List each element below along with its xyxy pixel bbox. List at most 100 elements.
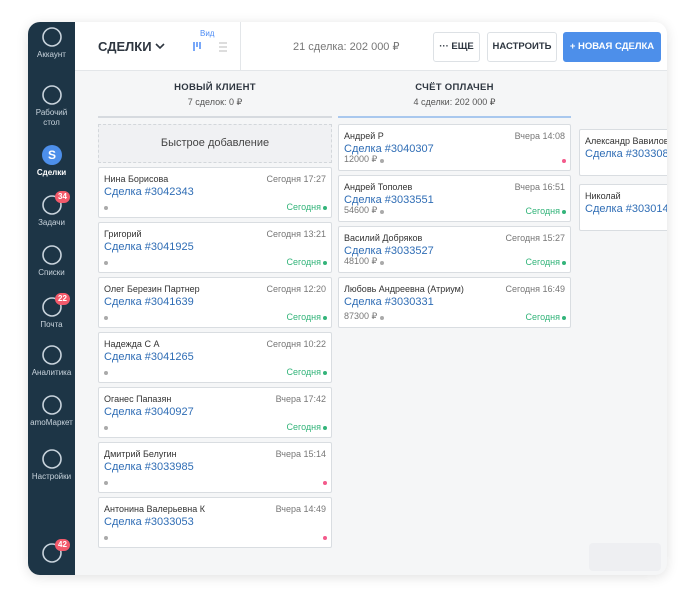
- deal-card[interactable]: Григорий Сегодня 13:21 Сделка #3041925 Сего…: [98, 222, 332, 273]
- deal-link[interactable]: Сделка #3030331: [344, 296, 434, 308]
- time: Вчера 15:14: [275, 449, 326, 459]
- dot: [104, 426, 108, 430]
- status: Сегодня: [286, 367, 322, 377]
- dot: [104, 261, 108, 265]
- contact-name: Андрей Р: [344, 131, 384, 141]
- deal-card[interactable]: Александр Вавилов Сделка #3033081: [579, 129, 667, 176]
- header: СДЕЛКИ Вид 21 сделка: 202 000 ₽ ··· ЕЩЕ Н…: [75, 22, 667, 71]
- deal-card[interactable]: Нина Борисова Сегодня 17:27 Сделка #304234…: [98, 167, 332, 218]
- column-line: [338, 116, 571, 118]
- deal-link[interactable]: Сделка #3041925: [104, 241, 194, 253]
- sidebar-label: Почта: [40, 320, 63, 329]
- contact-name: Александр Вавилов: [585, 136, 667, 146]
- dot: [323, 536, 327, 540]
- icon: [41, 27, 62, 47]
- deal-link[interactable]: Сделка #3033527: [344, 245, 434, 257]
- view-label: Вид: [200, 29, 215, 38]
- time: Сегодня 15:27: [505, 233, 565, 243]
- page-title[interactable]: СДЕЛКИ: [98, 39, 152, 54]
- sidebar-item[interactable]: Списки: [28, 244, 75, 278]
- contact-name: Николай: [585, 191, 621, 201]
- dot: [104, 371, 108, 375]
- button[interactable]: + НОВАЯ СДЕЛКА: [563, 32, 661, 62]
- deal-card[interactable]: Андрей Тополев Вчера 16:51 Сделка #3033551…: [338, 175, 571, 222]
- deal-card[interactable]: Василий Добряков Сегодня 15:27 Сделка #303…: [338, 226, 571, 273]
- sidebar-label: Аккаунт: [37, 50, 66, 59]
- dot: [562, 261, 566, 265]
- column: СЧЁТ ОПЛАЧЕН 4 сделки: 202 000 ₽ Андрей Р В…: [338, 70, 571, 328]
- deal-link[interactable]: Сделка #3041265: [104, 351, 194, 363]
- dot: [323, 426, 327, 430]
- summary: 21 сделка: 202 000 ₽: [293, 41, 400, 53]
- icon: [41, 195, 62, 215]
- button[interactable]: НАСТРОИТЬ: [487, 32, 557, 62]
- deal-link[interactable]: Сделка #3033985: [104, 461, 194, 473]
- status: Сегодня: [286, 202, 322, 212]
- deal-card[interactable]: Олег Березин Партнер Сегодня 12:20 Сделка …: [98, 277, 332, 328]
- button[interactable]: ··· ЕЩЕ: [433, 32, 480, 62]
- contact-name: Нина Борисова: [104, 174, 169, 184]
- dot: [323, 371, 327, 375]
- deal-link[interactable]: Сделка #3030147: [585, 203, 667, 215]
- status: Сегодня: [525, 312, 561, 322]
- contact-name: Любовь Андреевна (Атриум): [344, 284, 464, 294]
- deal-card[interactable]: Надежда С А Сегодня 10:22 Сделка #3041265 С…: [98, 332, 332, 383]
- amount: 48100 ₽: [344, 256, 378, 266]
- sidebar-item[interactable]: Аналитика: [28, 344, 75, 378]
- sidebar-label: amoМаркет: [30, 418, 73, 427]
- icon: S: [41, 145, 62, 165]
- sidebar-item[interactable]: Рабочий стол: [28, 84, 75, 128]
- icon: [41, 449, 62, 469]
- deal-card[interactable]: Николай Сделка #3030147: [579, 184, 667, 231]
- sidebar-item[interactable]: Почта 22: [28, 293, 75, 330]
- dot: [380, 261, 384, 265]
- dot: [104, 206, 108, 210]
- contact-name: Василий Добряков: [344, 233, 423, 243]
- dot: [562, 316, 566, 320]
- dot: [380, 316, 384, 320]
- time: Сегодня 17:27: [266, 174, 326, 184]
- icon: [41, 245, 62, 265]
- chevron[interactable]: [155, 42, 165, 50]
- deal-link[interactable]: Сделка #3042343: [104, 186, 194, 198]
- svg-text:S: S: [47, 148, 55, 162]
- sidebar-label: Сделки: [36, 168, 67, 177]
- deal-card[interactable]: Оганес Папазян Вчера 17:42 Сделка #3040927…: [98, 387, 332, 438]
- sidebar-item[interactable]: S Сделки: [28, 144, 75, 178]
- deal-link[interactable]: Сделка #3033551: [344, 194, 434, 206]
- contact-name: Андрей Тополев: [344, 182, 413, 192]
- status: Сегодня: [525, 206, 561, 216]
- deal-link[interactable]: Сделка #3041639: [104, 296, 194, 308]
- time: Сегодня 10:22: [266, 339, 326, 349]
- deal-link[interactable]: Сделка #3033081: [585, 148, 667, 160]
- sidebar-item[interactable]: Аккаунт: [28, 26, 75, 60]
- dot: [104, 316, 108, 320]
- amount: 12000 ₽: [344, 154, 378, 164]
- dot: [562, 210, 566, 214]
- sidebar-item[interactable]: Задачи 34: [28, 191, 75, 228]
- icon: [41, 345, 62, 365]
- time: Вчера 17:42: [275, 394, 326, 404]
- sidebar-item[interactable]: Настройки: [28, 448, 75, 482]
- status: Сегодня: [286, 257, 322, 267]
- deal-card[interactable]: Андрей Р Вчера 14:08 Сделка #3040307 12000 …: [338, 124, 571, 171]
- contact-name: Григорий: [104, 229, 142, 239]
- contact-name: Антонина Валерьевна К: [104, 504, 205, 514]
- chat-button[interactable]: 42: [28, 539, 75, 566]
- sidebar-item[interactable]: amoМаркет: [28, 394, 75, 428]
- view-icons[interactable]: [193, 41, 233, 53]
- quick-add[interactable]: Быстрое добавление: [98, 124, 332, 163]
- time: Сегодня 13:21: [266, 229, 326, 239]
- deal-link[interactable]: Сделка #3040927: [104, 406, 194, 418]
- icon: [41, 85, 62, 105]
- deal-link[interactable]: Сделка #3033053: [104, 516, 194, 528]
- badge: 42: [55, 539, 70, 551]
- deal-card[interactable]: Дмитрий Белугин Вчера 15:14 Сделка #303398…: [98, 442, 332, 493]
- column: Александр Вавилов Сделка #3033081 Николай С…: [579, 123, 667, 231]
- deal-link[interactable]: Сделка #3040307: [344, 143, 434, 155]
- time: Вчера 14:08: [514, 131, 565, 141]
- deal-card[interactable]: Любовь Андреевна (Атриум) Сегодня 16:49 Сд…: [338, 277, 571, 328]
- deal-card[interactable]: Антонина Валерьевна К Вчера 14:49 Сделка #…: [98, 497, 332, 548]
- dot: [323, 316, 327, 320]
- amount: 87300 ₽: [344, 311, 378, 321]
